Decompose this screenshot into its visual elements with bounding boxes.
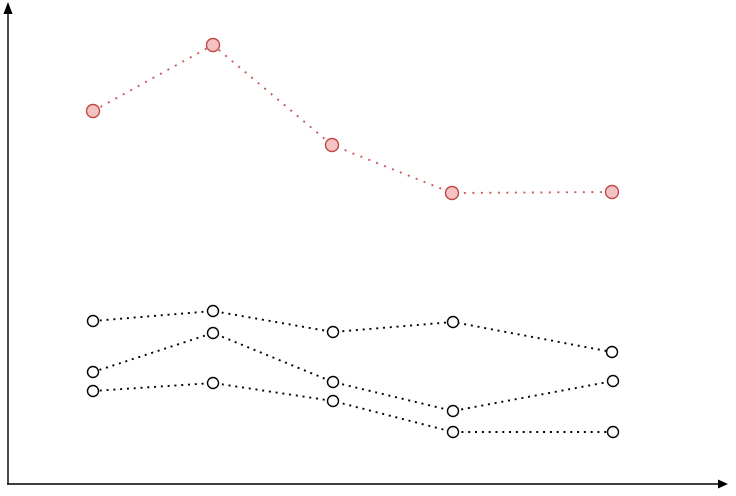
data-point-marker-black-series-upper xyxy=(605,345,619,359)
data-point-marker-black-series-lower xyxy=(606,425,620,439)
data-point-marker-black-series-upper xyxy=(326,325,340,339)
data-point-marker-black-series-middle xyxy=(326,375,340,389)
data-point-marker-highlighted-red-series xyxy=(604,184,620,200)
data-point-marker-black-series-middle xyxy=(206,326,220,340)
data-point-marker-highlighted-red-series xyxy=(324,137,340,153)
data-point-marker-black-series-lower xyxy=(86,384,100,398)
data-point-marker-highlighted-red-series xyxy=(205,37,221,53)
series-line-black-series-lower xyxy=(92,382,613,433)
data-point-marker-black-series-lower xyxy=(446,425,460,439)
data-point-marker-black-series-lower xyxy=(326,394,340,408)
data-point-marker-highlighted-red-series xyxy=(444,185,460,201)
data-point-marker-highlighted-red-series xyxy=(85,103,101,119)
data-point-marker-black-series-middle xyxy=(606,374,620,388)
data-point-marker-black-series-middle xyxy=(86,365,100,379)
series-line-black-series-middle xyxy=(92,331,614,412)
data-point-marker-black-series-middle xyxy=(446,404,460,418)
series-line-highlighted-red-series xyxy=(92,43,613,194)
series-line-black-series-upper xyxy=(92,310,613,353)
data-point-marker-black-series-upper xyxy=(446,315,460,329)
data-point-marker-black-series-lower xyxy=(206,376,220,390)
data-point-marker-black-series-upper xyxy=(206,304,220,318)
y-axis-arrowhead xyxy=(3,2,13,14)
data-point-marker-black-series-upper xyxy=(86,314,100,328)
x-axis-arrowhead xyxy=(718,479,728,489)
